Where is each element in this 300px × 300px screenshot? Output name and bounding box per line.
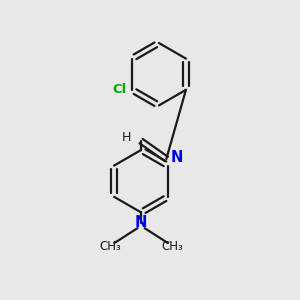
Text: N: N <box>171 150 183 165</box>
Text: Cl: Cl <box>112 83 127 96</box>
Text: H: H <box>122 131 132 144</box>
Text: CH₃: CH₃ <box>161 240 183 253</box>
Text: N: N <box>135 215 147 230</box>
Text: CH₃: CH₃ <box>99 240 121 253</box>
